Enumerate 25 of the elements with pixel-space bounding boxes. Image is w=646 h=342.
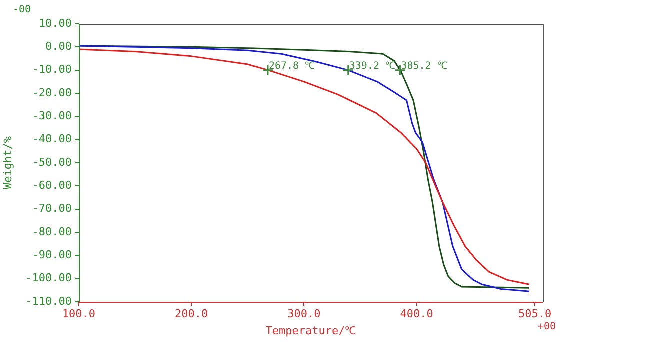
y-tick-label: 0.00 — [46, 40, 72, 54]
x-tick-label: 505.0 — [518, 307, 552, 320]
y-tick-label: -30.00 — [32, 110, 72, 123]
y-tick-label: -10.00 — [32, 63, 72, 76]
y-tick-label: -100.00 — [26, 272, 72, 285]
x-tick-label: 300.0 — [288, 307, 321, 320]
y-tick-label: -110.00 — [26, 294, 72, 308]
x-tick-label: 100.0 — [62, 307, 96, 320]
annotation: 385.2 ℃ — [401, 60, 448, 72]
y-tick-label: -50.00 — [32, 156, 72, 169]
text: +00 — [538, 322, 556, 333]
y-tick-label: -40.00 — [32, 132, 72, 146]
x-axis-title: Temperature/℃ — [266, 324, 356, 338]
y-tick-label: -90.00 — [32, 248, 72, 262]
annotation: 339.2 ℃ — [349, 60, 396, 72]
text: -00 — [12, 4, 32, 16]
y-axis-title: Weight/% — [1, 136, 14, 190]
y-tick-label: -70.00 — [32, 202, 72, 216]
y-tick-label: -60.00 — [32, 179, 72, 192]
y-tick-label: 10.00 — [38, 16, 72, 30]
y-tick-label: -20.00 — [32, 86, 72, 100]
annotation: 267.8 ℃ — [268, 60, 316, 72]
x-tick-label: 400.0 — [400, 307, 434, 320]
x-tick-label: 200.0 — [175, 307, 208, 320]
y-tick-label: -80.00 — [32, 225, 72, 238]
